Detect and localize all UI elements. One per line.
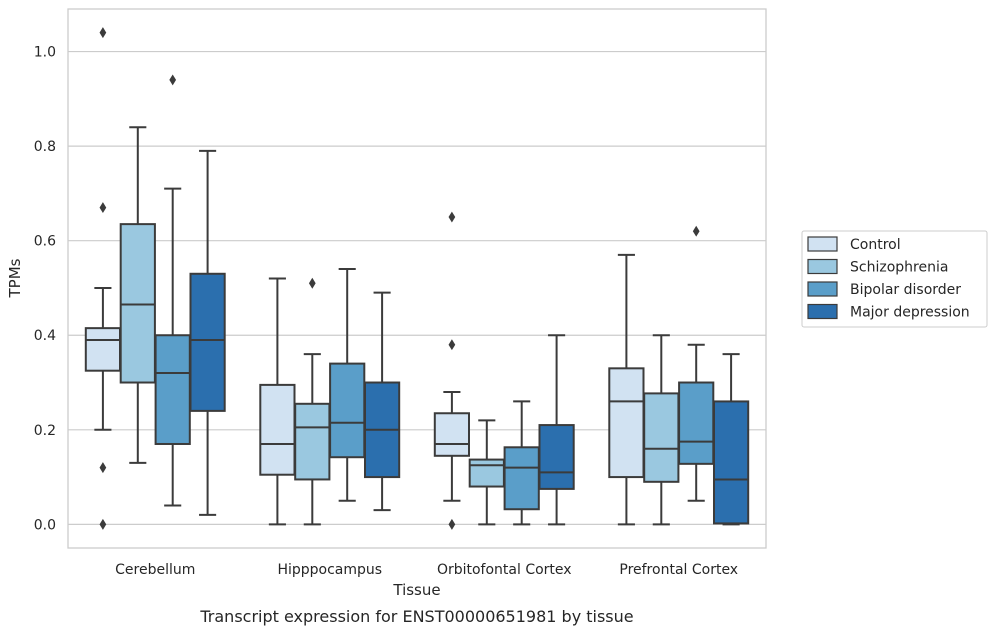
box-iqr [712,400,750,525]
outlier-point [448,518,456,530]
legend-label: Bipolar disorder [850,282,961,298]
box-orbitofontal-cortex [468,419,505,526]
box-iqr [119,223,156,384]
outlier-point [308,277,316,289]
outlier-point [448,339,456,351]
y-tick-label: 0.4 [34,328,56,344]
x-axis-label: Tissue [392,581,440,599]
box-iqr [259,383,296,476]
outlier-point [169,74,177,86]
x-tick-label: Orbitofontal Cortex [437,562,572,578]
x-tick-label: Hipppocampus [277,562,382,578]
box-hipppocampus [329,268,366,502]
outlier-point [692,225,700,237]
legend-label: Schizophrenia [850,260,948,276]
legend-swatch [807,236,838,252]
y-tick-label: 0.6 [34,234,56,250]
x-tick-label: Prefrontal Cortex [619,562,738,578]
y-axis-ticks: 0.0 0.2 0.4 0.6 0.8 1.0 [34,45,56,534]
series-bipolar-disorder [154,74,715,526]
legend-label: Major depression [850,305,970,321]
box-iqr [608,367,645,479]
box-cerebellum [154,74,191,507]
box-cerebellum [119,126,156,464]
box-series [84,27,750,530]
outlier-point [99,462,107,474]
y-tick-label: 0.2 [34,423,56,439]
box-hipppocampus [363,291,401,512]
box-iqr [678,381,715,465]
series-major-depression [189,149,750,526]
box-iqr [189,272,226,412]
box-orbitofontal-cortex [433,211,471,530]
legend: Control Schizophrenia Bipolar disorder Majo… [801,230,988,328]
legend-frame [801,230,988,328]
y-tick-label: 1.0 [34,45,56,61]
box-hipppocampus [294,277,331,526]
y-tick-label: 0.0 [34,517,56,533]
outlier-point [99,202,107,214]
box-prefrontal-cortex [712,353,750,526]
box-iqr [329,362,366,459]
box-prefrontal-cortex [643,334,680,526]
box-iqr [468,458,505,488]
box-iqr [538,424,575,490]
box-iqr [643,392,680,483]
legend-item: Bipolar disorder [807,281,961,298]
series-control [84,27,645,530]
box-hipppocampus [259,277,296,526]
box-iqr [294,402,331,481]
y-tick-label: 0.8 [34,139,56,155]
box-cerebellum [189,149,226,516]
box-orbitofontal-cortex [538,334,575,526]
box-iqr [84,327,122,372]
box-orbitofontal-cortex [503,400,540,526]
legend-label: Control [850,237,901,253]
box-iqr [433,412,471,457]
outlier-point [448,211,456,223]
box-iqr [154,334,191,445]
box-prefrontal-cortex [678,225,715,502]
figure-caption: Transcript expression for ENST0000065198… [199,607,633,626]
series-schizophrenia [119,126,680,526]
plot-frame [67,8,767,549]
legend-swatch [807,258,838,275]
box-iqr [503,446,540,511]
legend-item: Schizophrenia [807,258,948,276]
x-axis-ticks: Cerebellum Hipppocampus Orbitofontal Corte… [115,562,738,578]
legend-item: Major depression [807,303,970,321]
box-cerebellum [84,27,122,530]
y-axis-label: TPMs [6,258,24,298]
outlier-point [99,518,107,530]
x-tick-label: Cerebellum [115,562,195,578]
legend-swatch [807,303,838,320]
box-prefrontal-cortex [608,253,645,526]
outlier-point [99,27,107,39]
legend-item: Control [807,236,901,253]
legend-swatch [807,281,838,297]
